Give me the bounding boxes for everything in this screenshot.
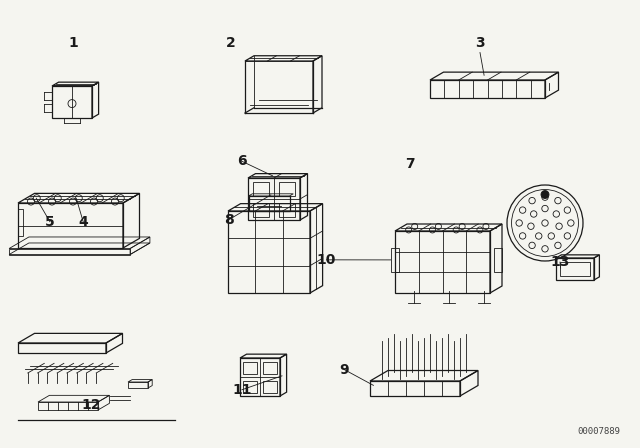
Text: 10: 10: [317, 253, 336, 267]
Text: 2: 2: [225, 35, 236, 50]
Text: 3: 3: [475, 35, 485, 50]
Text: 8: 8: [224, 212, 234, 227]
Text: 1: 1: [68, 35, 79, 50]
Text: 7: 7: [404, 156, 415, 171]
Text: 00007889: 00007889: [577, 427, 620, 436]
Text: 9: 9: [339, 362, 349, 377]
Text: 12: 12: [82, 398, 101, 413]
Text: 6: 6: [237, 154, 247, 168]
Text: 5: 5: [45, 215, 55, 229]
Text: 11: 11: [232, 383, 252, 397]
Text: 4: 4: [78, 215, 88, 229]
Circle shape: [541, 190, 549, 198]
Text: 13: 13: [550, 255, 570, 269]
